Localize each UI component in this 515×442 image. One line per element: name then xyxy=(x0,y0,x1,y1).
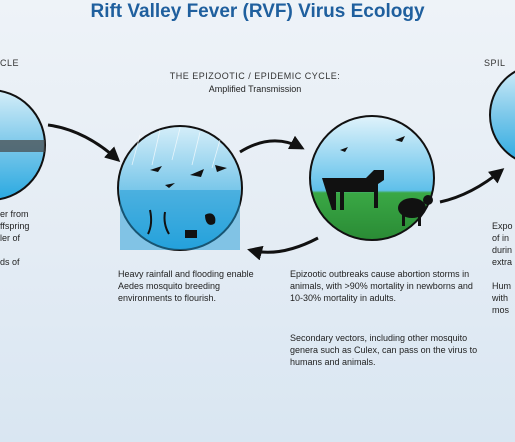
text-fragment: durin xyxy=(492,244,515,256)
text-fragment: of in xyxy=(492,232,515,244)
far-right-circle xyxy=(490,65,515,165)
diagram-art xyxy=(0,0,515,442)
center-subheader: Amplified Transmission xyxy=(150,83,360,95)
left-circle xyxy=(0,90,45,200)
text-fragment: Hum xyxy=(492,280,515,292)
text-fragment: er from xyxy=(0,208,60,220)
right-circle xyxy=(310,116,434,240)
text-fragment: ffspring xyxy=(0,220,60,232)
text-fragment: extra xyxy=(492,256,515,268)
page: Rift Valley Fever (RVF) Virus Ecology CL… xyxy=(0,0,515,442)
center-header: THE EPIZOOTIC / EPIDEMIC CYCLE: xyxy=(150,70,360,82)
center-circle xyxy=(118,126,242,250)
left-header: CLE xyxy=(0,57,19,69)
text-fragment: ler of xyxy=(0,232,60,244)
caption-secondary-vectors: Secondary vectors, including other mosqu… xyxy=(290,332,480,368)
text-fragment: ds of xyxy=(0,256,60,268)
text-fragment: mos xyxy=(492,304,515,316)
caption-rainfall: Heavy rainfall and flooding enable Aedes… xyxy=(118,268,268,304)
text-fragment: Expo xyxy=(492,220,515,232)
caption-outbreaks: Epizootic outbreaks cause abortion storm… xyxy=(290,268,480,304)
title: Rift Valley Fever (RVF) Virus Ecology xyxy=(0,6,515,18)
text-fragment: with xyxy=(492,292,515,304)
right-header: SPIL xyxy=(484,57,506,69)
